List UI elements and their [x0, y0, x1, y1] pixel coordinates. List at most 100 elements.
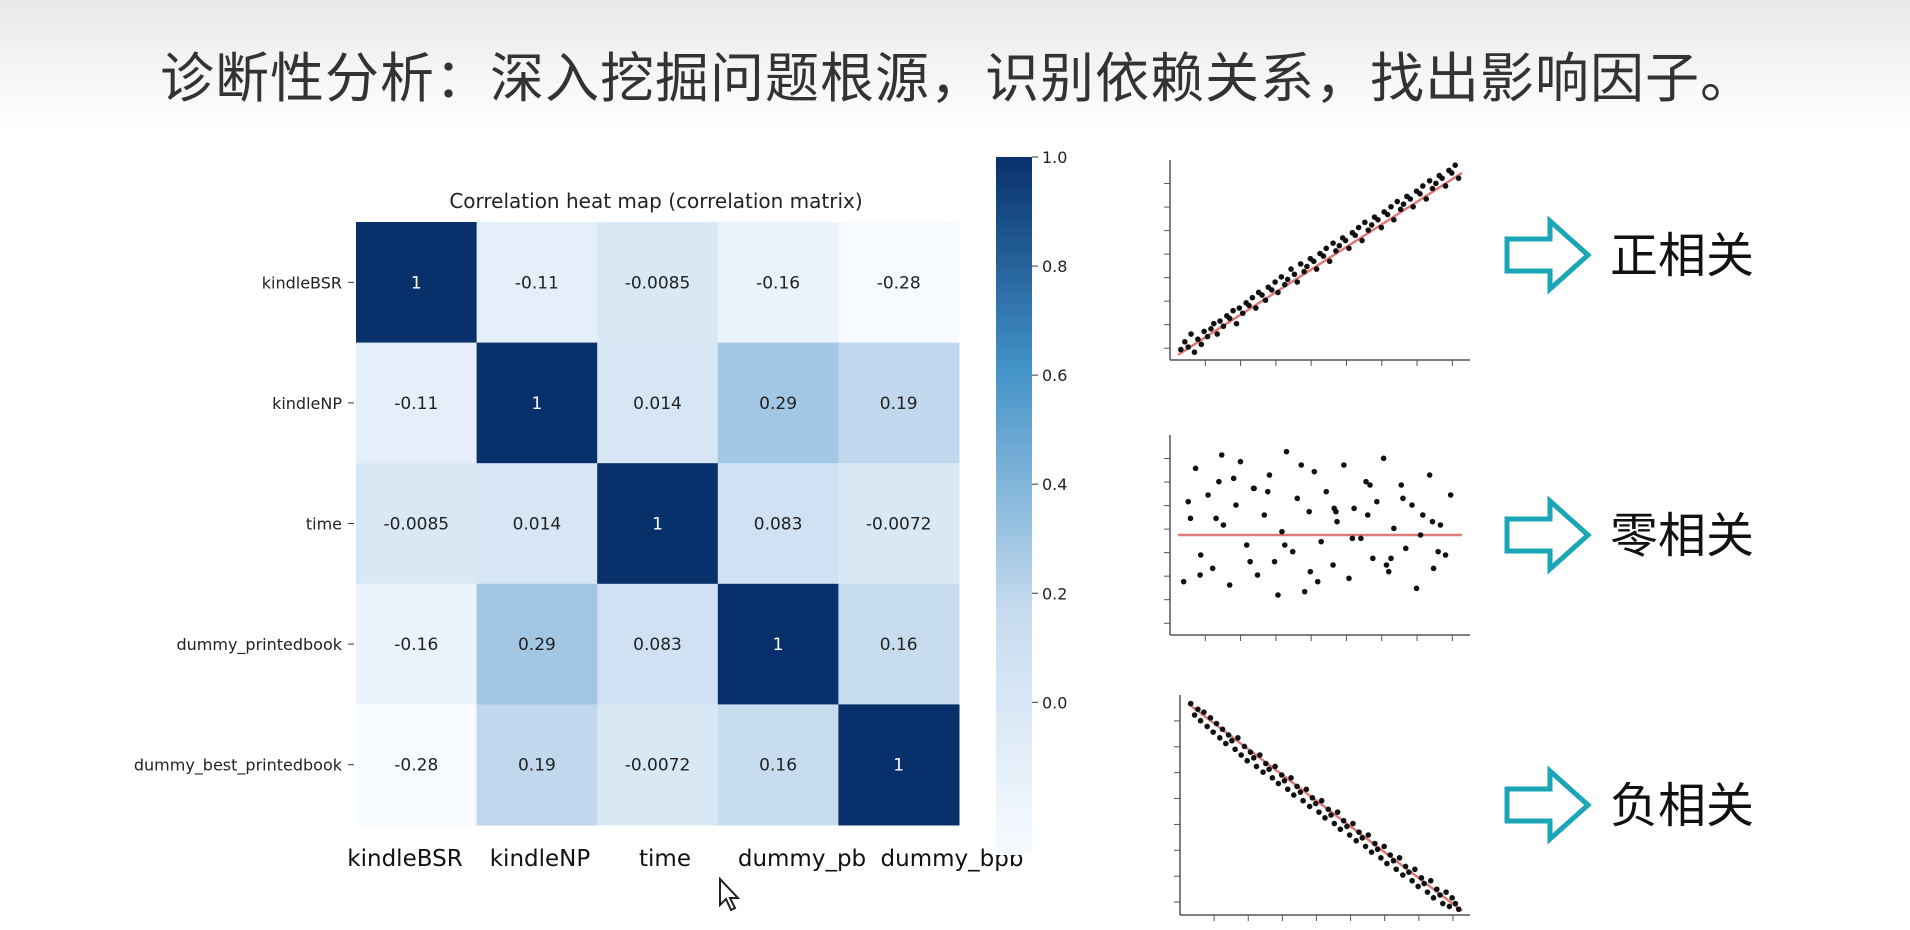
scatter-point	[1297, 789, 1304, 795]
scatter-point	[1201, 709, 1207, 715]
colorbar-tick-label: 0.2	[1042, 584, 1067, 603]
scatter-point	[1262, 297, 1269, 304]
heatmap-cell	[838, 583, 960, 705]
scatter-point	[1219, 726, 1226, 733]
arrow-right-outline-icon	[1504, 765, 1592, 845]
scatter-point	[1238, 752, 1244, 758]
scatter-point	[1346, 832, 1353, 838]
scatter-point	[1437, 522, 1444, 528]
heatmap-cell	[356, 222, 478, 344]
heatmap-cell	[597, 342, 719, 464]
heatmap-cell	[597, 704, 719, 826]
heatmap-cell	[717, 222, 839, 344]
scatter-point	[1442, 552, 1449, 558]
scatter-point	[1253, 305, 1259, 311]
scatter-point	[1278, 772, 1285, 778]
scatter-point	[1325, 806, 1332, 813]
scatter-point	[1455, 175, 1462, 181]
scatter-panels	[1164, 160, 1470, 921]
scatter-point	[1385, 568, 1392, 575]
scatter-fit-line	[1177, 171, 1463, 356]
heatmap-title: Correlation heat map (correlation matrix…	[449, 189, 862, 213]
heatmap-cell-value: 1	[893, 756, 904, 776]
scatter-point	[1423, 196, 1430, 202]
scatter-point	[1233, 502, 1239, 508]
scatter-point	[1284, 786, 1291, 793]
heatmap-cell-value: -0.0085	[383, 515, 449, 535]
scatter-point	[1383, 562, 1390, 568]
scatter-point	[1349, 535, 1356, 542]
heatmap-row-label: kindleNP	[272, 394, 342, 413]
scatter-point	[1448, 170, 1455, 176]
scatter-point	[1447, 492, 1454, 498]
heatmap-cell	[838, 704, 960, 826]
scatter-point	[1446, 903, 1453, 910]
heatmap-cell-value: 0.16	[880, 635, 918, 655]
scatter-point	[1394, 198, 1401, 205]
scatter-fit-line	[1187, 702, 1463, 912]
heatmap-cell	[717, 463, 839, 585]
scatter-point	[1418, 875, 1425, 881]
scatter-point	[1318, 538, 1324, 545]
heatmap-cell	[476, 583, 598, 705]
heatmap-cell-value: 0.014	[633, 394, 682, 414]
scatter-point	[1430, 565, 1437, 572]
correlation-label: 零相关	[1610, 508, 1754, 564]
scatter-point	[1309, 795, 1316, 801]
scatter-point	[1362, 219, 1368, 226]
heatmap-cell-value: 0.083	[754, 515, 803, 535]
heatmap-cell-value: 1	[652, 515, 663, 535]
heatmap-cell	[838, 222, 960, 344]
scatter-point	[1344, 823, 1350, 830]
scatter-point	[1372, 840, 1378, 847]
scatter-point	[1307, 568, 1314, 575]
scatter-point	[1417, 190, 1423, 197]
scatter-point	[1374, 498, 1380, 505]
scatter-point	[1288, 266, 1294, 272]
scatter-point	[1375, 216, 1381, 223]
scatter-point	[1182, 339, 1188, 345]
heatmap-cell	[717, 704, 839, 826]
scatter-point	[1384, 860, 1390, 867]
arrow-right-outline-icon	[1504, 215, 1592, 295]
scatter-panel-positive	[1164, 160, 1470, 366]
heatmap-cell	[356, 342, 478, 464]
scatter-point	[1384, 211, 1391, 218]
heatmap-cell-value: -0.11	[394, 394, 438, 414]
slide-title: 诊断性分析：深入挖掘问题根源，识别依赖关系，找出影响因子。	[160, 47, 1755, 110]
heatmap-cell-value: 0.014	[513, 515, 562, 535]
heatmap-cells: 1 -0.11 -0.0085 -0.16 -0.28 -0.11 1 0.014 0.29 0.…	[356, 222, 960, 826]
scatter-point	[1217, 318, 1223, 324]
scatter-point	[1388, 203, 1394, 210]
scatter-point	[1185, 498, 1192, 505]
heatmap-cell	[838, 463, 960, 585]
scatter-point	[1281, 777, 1288, 784]
colorbar-tick-label: 0.0	[1042, 693, 1067, 712]
scatter-point	[1367, 482, 1373, 488]
scatter-point	[1209, 565, 1216, 572]
scatter-point	[1301, 268, 1307, 275]
correlation-label: 正相关	[1610, 228, 1754, 284]
scatter-point	[1420, 512, 1426, 518]
scatter-point	[1356, 829, 1362, 835]
scatter-point	[1291, 271, 1298, 278]
scatter-point	[1232, 746, 1238, 753]
scatter-point	[1427, 877, 1434, 884]
heatmap-cell	[717, 342, 839, 464]
scatter-point	[1272, 763, 1278, 770]
scatter-point	[1426, 177, 1433, 184]
mouse-cursor-icon	[719, 877, 741, 912]
scatter-point	[1210, 320, 1217, 327]
scatter-panel-negative	[1174, 695, 1470, 921]
scatter-point	[1290, 792, 1297, 798]
scatter-point	[1452, 900, 1459, 907]
scatter-point	[1378, 224, 1385, 231]
scatter-point	[1318, 797, 1325, 804]
scatter-point	[1333, 248, 1339, 254]
scatter-point	[1322, 815, 1328, 821]
scatter-point	[1439, 175, 1445, 181]
scatter-point	[1323, 488, 1330, 495]
scatter-point	[1210, 729, 1217, 735]
scatter-point	[1368, 222, 1375, 228]
scatter-point	[1342, 237, 1349, 244]
